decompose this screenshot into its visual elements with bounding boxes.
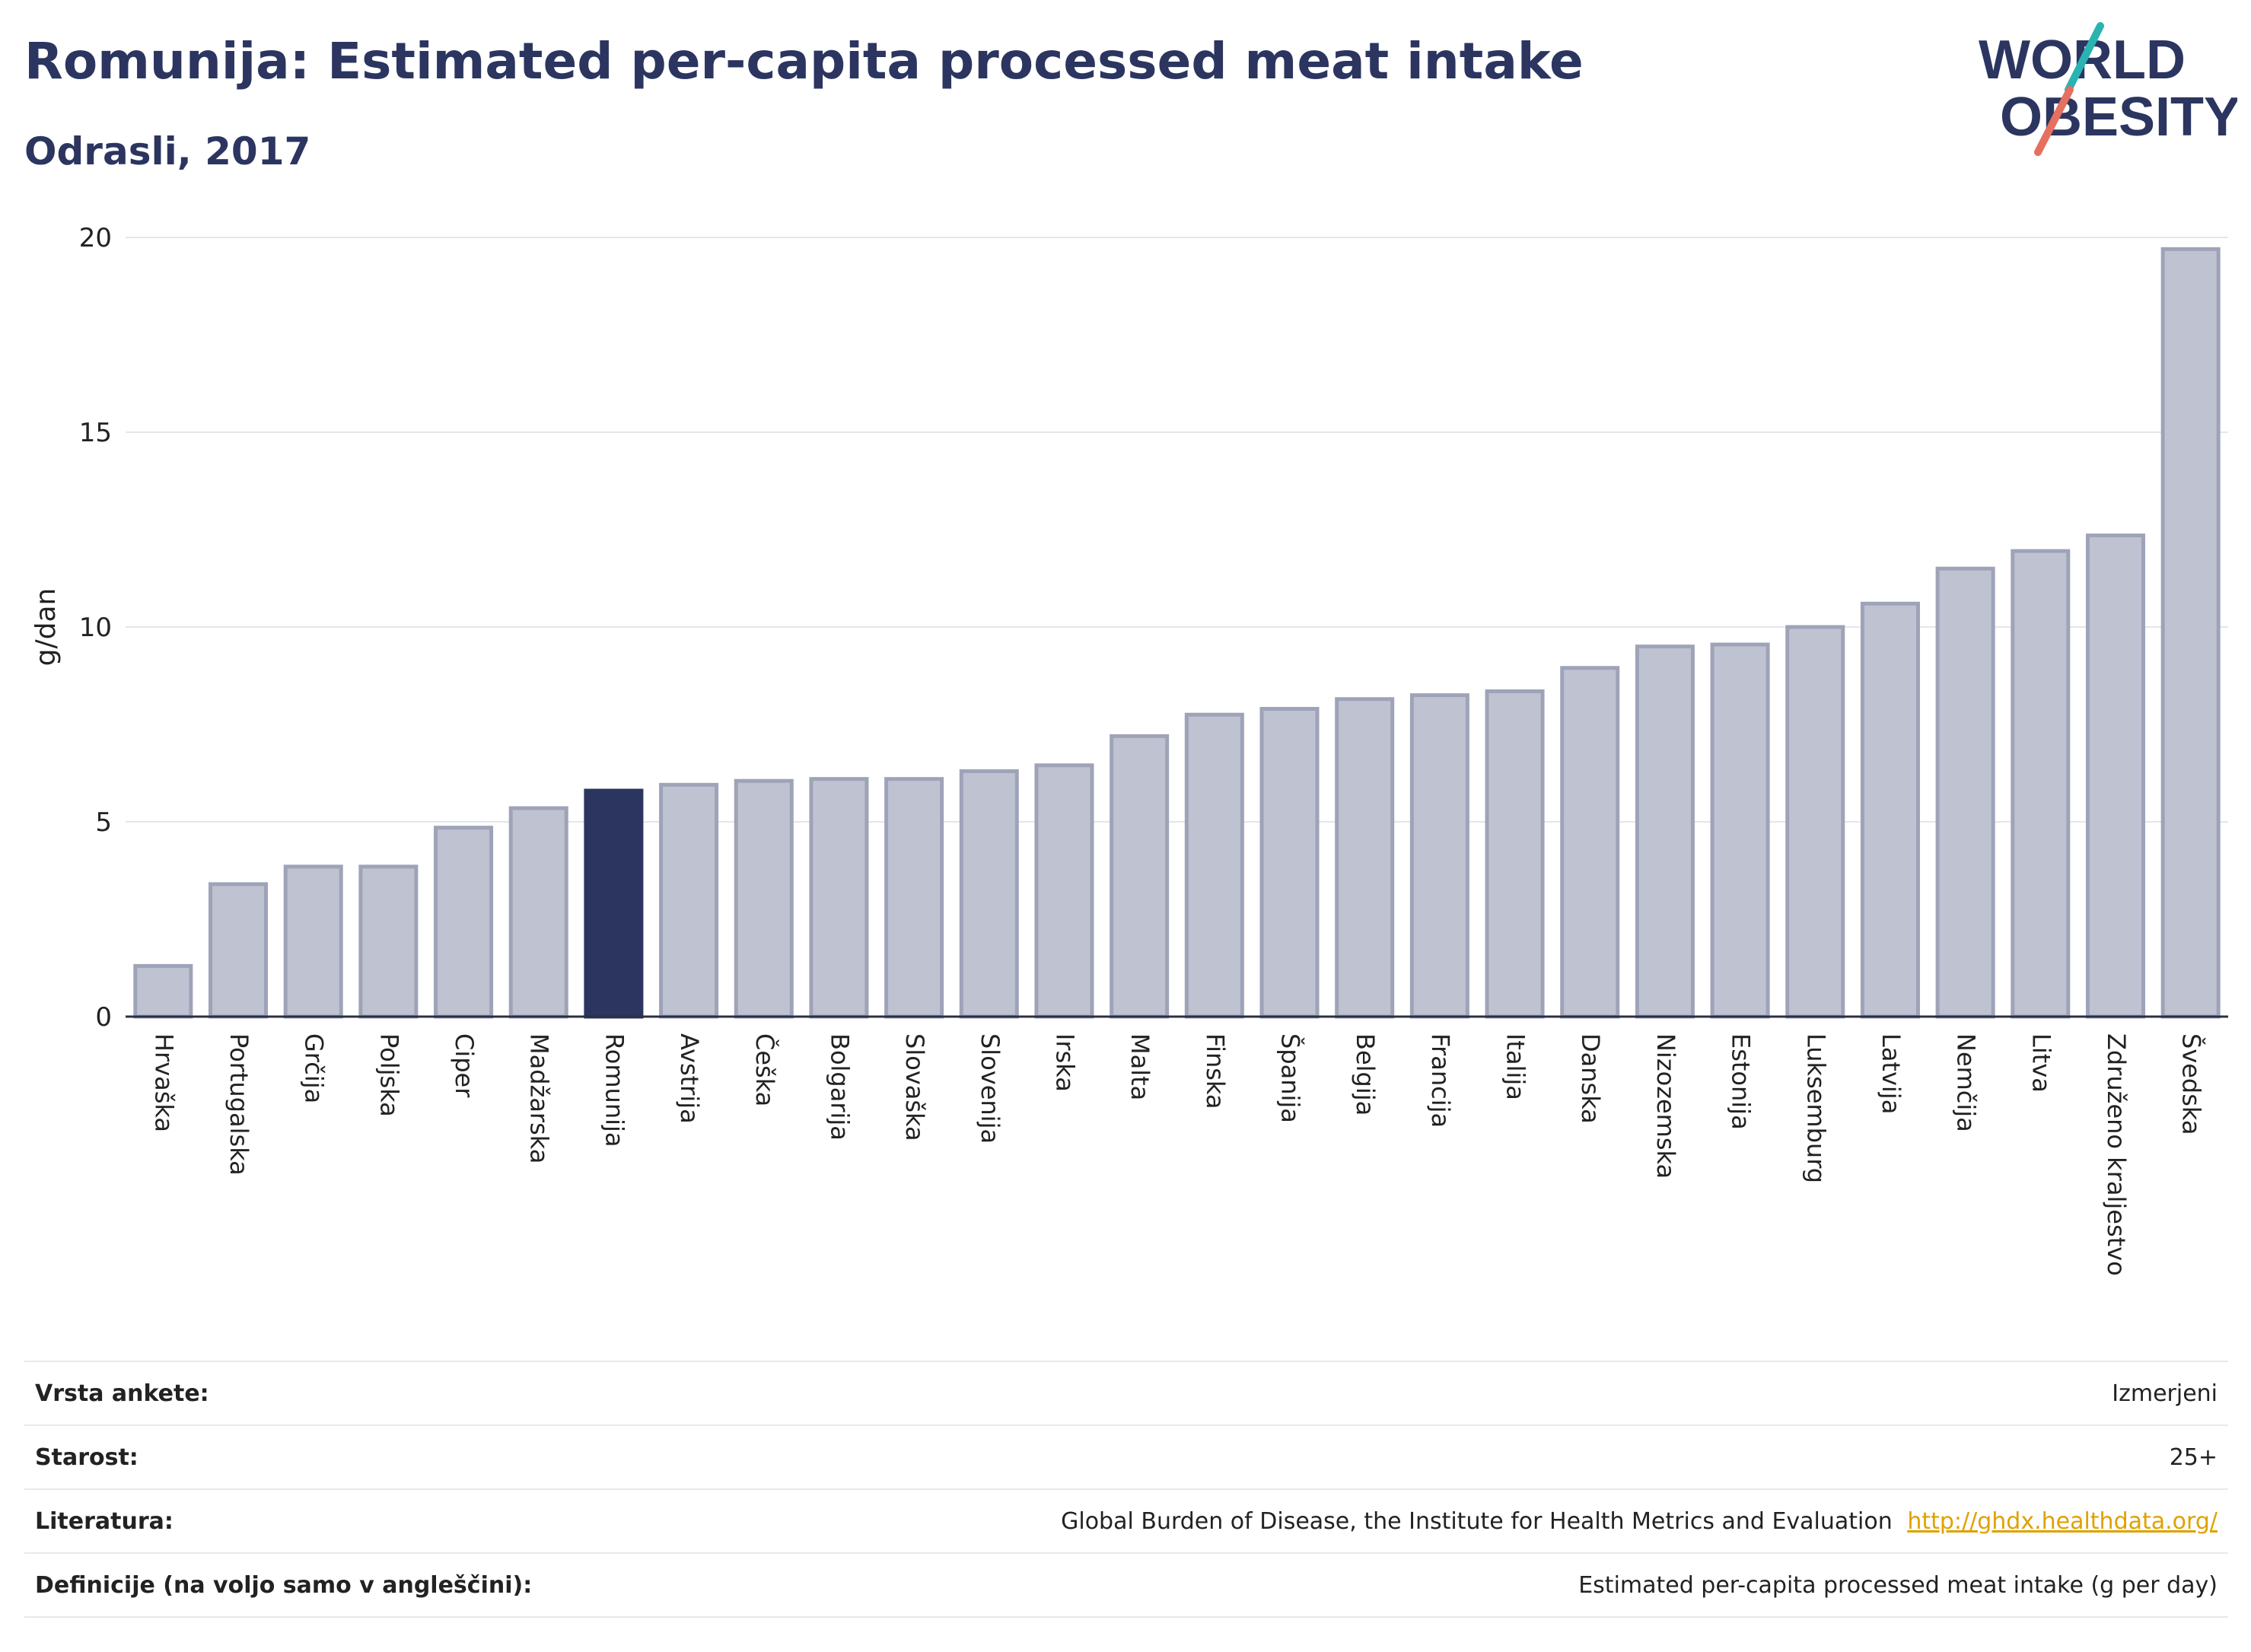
info-row-age: Starost: 25+ [24,1424,2228,1488]
y-tick-label: 10 [79,613,112,643]
x-tick-label: Poljska [374,1033,403,1117]
chart-title: Romunija: Estimated per-capita processed… [24,32,1584,91]
bar-belgija [1335,697,1395,1019]
bar-avstrija [659,782,719,1019]
x-tick-label: Slovaška [900,1033,929,1141]
bar-romunija [584,788,644,1019]
x-tick-label: Italija [1501,1033,1530,1100]
info-key: Definicije (na voljo samo v angleščini): [35,1571,533,1599]
y-axis-label: g/dan [30,588,62,667]
info-row-literature: Literatura: Global Burden of Disease, th… [24,1488,2228,1552]
bar-ciper [434,826,494,1019]
bar-češka [734,778,794,1019]
bar-chart: 0 5 10 15 20 Hrvaška Portugalska Grčija Poljska… [30,223,2228,1276]
x-tick-label: Avstrija [675,1033,704,1124]
bar-nemčija [1935,566,1995,1019]
info-value: 25+ [2169,1444,2218,1471]
x-tick-label: Bolgarija [825,1033,854,1141]
bar-poljska [358,864,419,1019]
bar-irska [1034,763,1094,1019]
y-tick-label: 15 [79,418,112,448]
bar-danska [1560,666,1620,1019]
bar-finska [1184,712,1244,1019]
x-tick-label: Portugalska [224,1033,253,1176]
x-tick-label: Slovenija [976,1033,1005,1144]
x-tick-label: Francija [1426,1033,1455,1128]
y-axis-ticks: 0 5 10 15 20 [79,223,112,1033]
x-tick-label: Združeno kraljestvo [2102,1033,2131,1276]
info-table: Vrsta ankete: Izmerjeni Starost: 25+ Lit… [24,1361,2228,1618]
x-tick-label: Hrvaška [149,1033,178,1132]
logo-slash-teal-icon [2065,22,2104,94]
info-row-definitions: Definicije (na voljo samo v angleščini):… [24,1552,2228,1618]
bar-slovenija [959,769,1019,1019]
info-key: Vrsta ankete: [35,1380,209,1407]
info-key: Starost: [35,1444,138,1471]
bar-hrvaška [133,963,193,1019]
source-link[interactable]: http://ghdx.healthdata.org/ [1907,1507,2218,1535]
x-tick-label: Irska [1050,1033,1079,1092]
x-tick-label: Madžarska [525,1033,554,1163]
x-tick-label: Luksemburg [1801,1033,1830,1183]
x-tick-label: Latvija [1877,1033,1906,1114]
x-tick-label: Ciper [450,1033,479,1098]
bar-luksemburg [1785,625,1845,1019]
x-tick-label: Estonija [1727,1033,1756,1130]
info-key: Literatura: [35,1507,174,1535]
bars [133,247,2221,1019]
x-tick-label: Romunija [600,1033,629,1147]
logo-slash-coral-icon [2034,86,2074,156]
bar-švedska [2160,247,2221,1019]
info-value-wrapper: Global Burden of Disease, the Institute … [1061,1508,2228,1535]
info-value: Global Burden of Disease, the Institute … [1061,1507,1893,1535]
x-tick-label: Malta [1126,1033,1154,1100]
x-tick-label: Danska [1576,1033,1605,1124]
x-tick-label: Grčija [300,1033,329,1103]
bar-slovaška [884,777,944,1019]
bar-portugalska [209,882,269,1019]
x-tick-label: Litva [2027,1033,2055,1093]
logo-line2: OBESITY [2000,87,2237,148]
x-tick-label: Belgija [1351,1033,1380,1116]
info-value: Izmerjeni [2112,1380,2218,1407]
bar-združeno-kraljestvo [2085,533,2145,1019]
info-row-survey-type: Vrsta ankete: Izmerjeni [24,1361,2228,1424]
y-tick-label: 0 [95,1002,112,1033]
world-obesity-logo: WORLD OBESITY [1979,22,2237,156]
bar-litva [2011,549,2071,1019]
x-tick-label: Češka [750,1033,780,1106]
x-tick-label: Finska [1201,1033,1230,1109]
bar-malta [1110,734,1170,1019]
bar-italija [1485,689,1545,1019]
bar-madžarska [508,806,568,1019]
bar-estonija [1710,642,1770,1019]
bar-francija [1409,693,1469,1019]
x-tick-label: Španija [1276,1033,1306,1123]
bar-španija [1259,707,1320,1019]
y-tick-label: 5 [95,807,112,838]
bar-bolgarija [809,777,869,1019]
x-axis-labels: Hrvaška Portugalska Grčija Poljska Ciper Madž… [149,1033,2206,1276]
y-tick-label: 20 [79,223,112,253]
bar-latvija [1860,601,1920,1019]
chart-subtitle: Odrasli, 2017 [24,129,311,173]
x-tick-label: Švedska [2177,1033,2207,1135]
x-tick-label: Nizozemska [1651,1033,1680,1179]
info-value: Estimated per-capita processed meat inta… [1578,1571,2218,1599]
x-tick-label: Nemčija [1952,1033,1981,1132]
bar-grčija [283,864,343,1019]
bar-nizozemska [1635,645,1695,1019]
